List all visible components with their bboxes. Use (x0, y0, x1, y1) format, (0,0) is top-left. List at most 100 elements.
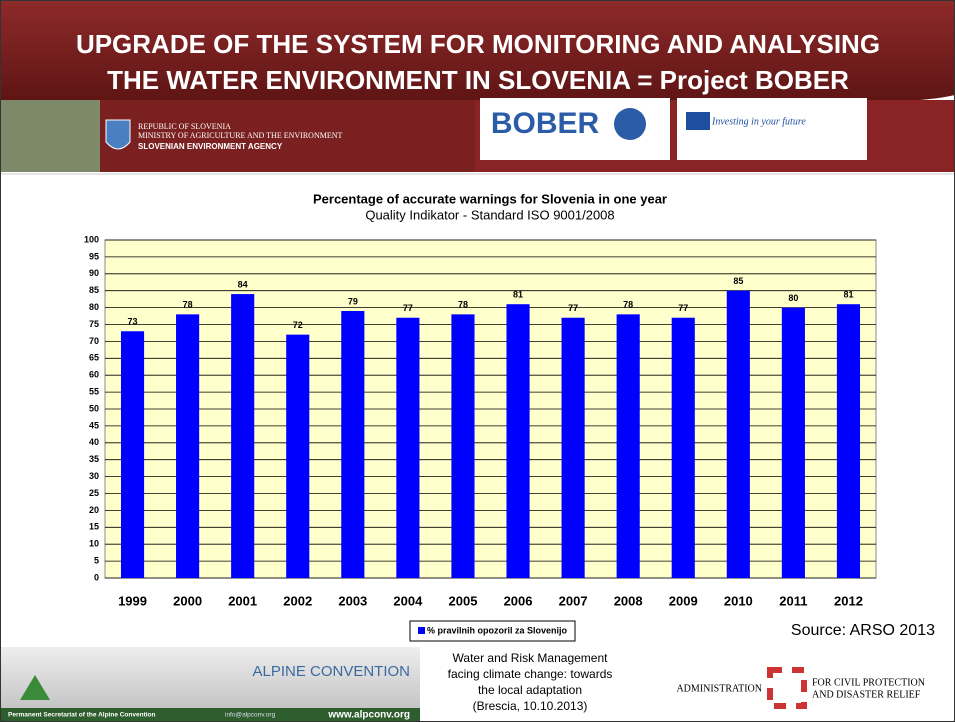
bober-icon (614, 108, 646, 140)
y-tick-label: 100 (84, 234, 99, 244)
agency: SLOVENIAN ENVIRONMENT AGENCY (138, 142, 283, 151)
legend (409, 620, 576, 642)
ministry: MINISTRY OF AGRICULTURE AND THE ENVIRONM… (138, 131, 342, 140)
y-tick-label: 55 (89, 386, 99, 396)
event: Water and Risk Management (453, 651, 609, 665)
x-tick-label: 2008 (614, 593, 643, 608)
data-label: 78 (458, 300, 468, 310)
y-tick-label: 60 (89, 370, 99, 380)
bar (671, 317, 695, 578)
y-tick-label: 0 (94, 572, 99, 582)
x-tick-label: 2001 (228, 593, 257, 608)
x-tick-label: 2011 (779, 593, 807, 608)
ministry: REPUBLIC OF SLOVENIA (138, 122, 231, 131)
x-tick-label: 2000 (173, 593, 202, 608)
source: Source: ARSO 2013 (791, 622, 935, 639)
x-tick-label: 2004 (393, 593, 423, 608)
y-tick-label: 50 (89, 403, 99, 413)
x-tick-label: 2003 (338, 593, 367, 608)
y-tick-label: 30 (89, 471, 99, 481)
admin: AND DISASTER RELIEF (812, 689, 921, 700)
bar (726, 290, 750, 578)
bar (286, 334, 310, 578)
data-label: 81 (513, 290, 523, 300)
x-tick-label: 2002 (283, 593, 312, 608)
secretariat: Permanent Secretariat of the Alpine Conv… (8, 712, 156, 719)
y-tick-label: 5 (94, 555, 99, 565)
bober-logo: BOBER (491, 107, 600, 140)
title: THE WATER ENVIRONMENT IN SLOVENIA = Proj… (107, 65, 849, 95)
y-tick-label: 85 (89, 285, 99, 295)
legend-label: % pravilnih opozoril za Slovenijo (427, 625, 568, 635)
event: facing climate change: towards (448, 667, 613, 681)
admin: FOR CIVIL PROTECTION (812, 677, 925, 688)
footer-strip (0, 708, 420, 722)
y-tick-label: 75 (89, 319, 99, 329)
data-label: 72 (293, 320, 303, 330)
x-tick-label: 1999 (118, 593, 147, 608)
chart-subtitle: Quality Indikator - Standard ISO 9001/20… (365, 207, 614, 222)
bar (616, 314, 640, 578)
bar (396, 317, 420, 578)
photo (0, 100, 100, 172)
legend-swatch (418, 627, 425, 634)
admin: ADMINISTRATION (676, 683, 762, 694)
event: (Brescia, 10.10.2013) (473, 699, 588, 713)
data-label: 77 (568, 303, 578, 313)
x-tick-label: 2007 (559, 593, 588, 608)
admin-logo (767, 667, 807, 709)
event: the local adaptation (478, 683, 582, 697)
y-tick-label: 80 (89, 302, 99, 312)
bar (341, 310, 365, 578)
web: www.alpconv.org (327, 710, 410, 721)
data-label: 85 (733, 276, 743, 286)
bar (120, 331, 145, 578)
bar (506, 304, 530, 578)
data-label: 79 (348, 296, 358, 306)
y-tick-label: 20 (89, 505, 99, 515)
ministry-band (100, 100, 475, 172)
chart-title: Percentage of accurate warnings for Slov… (313, 191, 667, 206)
y-tick-label: 25 (89, 488, 99, 498)
y-tick-label: 70 (89, 336, 99, 346)
data-label: 78 (623, 300, 633, 310)
y-tick-label: 95 (89, 251, 99, 261)
y-tick-label: 10 (89, 539, 99, 549)
eu-flag (686, 112, 710, 130)
x-tick-label: 2012 (834, 593, 863, 608)
data-label: 73 (128, 317, 138, 327)
data-label: 84 (238, 279, 248, 289)
plot: 0 5 10 15 20 25 30 35 40 45 50 55 60 65 70 75 80 85 90 95 10… (84, 234, 877, 608)
data-label: 78 (183, 300, 193, 310)
bar (781, 307, 805, 578)
x-tick-label: 2009 (669, 593, 698, 608)
alpine: ALPINE CONVENTION (252, 663, 410, 680)
event-box (420, 647, 640, 722)
data-label: 80 (788, 293, 798, 303)
x-tick-label: 2010 (724, 593, 753, 608)
bar (561, 317, 585, 578)
y-tick-label: 45 (89, 420, 99, 430)
email: info@alpconv.org (225, 712, 276, 719)
header-band (0, 0, 955, 104)
shield-logo (105, 119, 131, 150)
eu-text: Investing in your future (711, 116, 806, 127)
x-tick-label: 2005 (449, 593, 478, 608)
data-label: 77 (678, 303, 688, 313)
bar (451, 314, 475, 578)
title: UPGRADE OF THE SYSTEM FOR MONITORING AND… (76, 29, 880, 59)
alpine-logo (20, 675, 50, 700)
bar (176, 314, 200, 578)
y-tick-label: 90 (89, 268, 99, 278)
y-tick-label: 40 (89, 437, 99, 447)
y-tick-label: 35 (89, 454, 99, 464)
y-tick-label: 15 (89, 522, 99, 532)
admin-box (640, 647, 955, 722)
x-tick-label: 2006 (504, 593, 533, 608)
y-tick-label: 65 (89, 353, 99, 363)
bar (231, 294, 255, 578)
data-label: 77 (403, 303, 413, 313)
bar (836, 304, 861, 578)
data-label: 81 (843, 290, 853, 300)
